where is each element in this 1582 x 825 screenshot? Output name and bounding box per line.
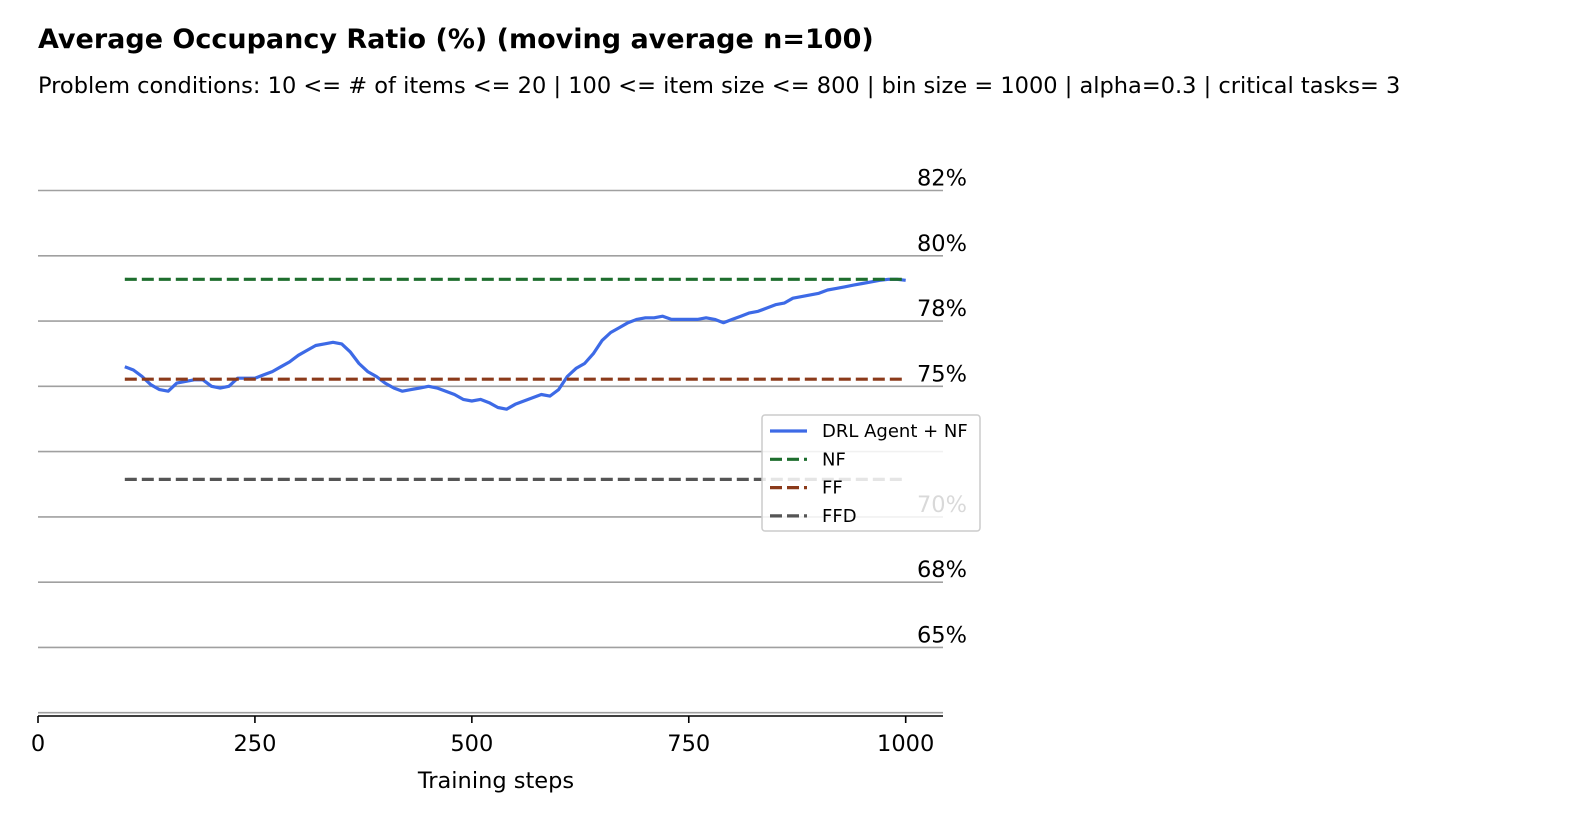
legend: DRL Agent + NF NF FF FFD bbox=[761, 414, 981, 532]
chart-title: Average Occupancy Ratio (%) (moving aver… bbox=[38, 24, 874, 55]
y-tick-label: 78% bbox=[917, 296, 967, 322]
x-tick-label: 1000 bbox=[877, 731, 934, 757]
legend-box bbox=[761, 414, 981, 532]
y-tick-label: 65% bbox=[917, 622, 967, 648]
legend-label: DRL Agent + NF bbox=[822, 421, 968, 442]
x-tick-label: 250 bbox=[233, 731, 276, 757]
y-tick-label: 75% bbox=[917, 361, 967, 387]
chart-subtitle: Problem conditions: 10 <= # of items <= … bbox=[38, 73, 1401, 99]
x-axis-label: Training steps bbox=[417, 768, 574, 794]
y-tick-label: 80% bbox=[917, 231, 967, 257]
y-tick-labels: 82%80%78%75%70%68%65% bbox=[917, 165, 967, 648]
x-tick-label: 500 bbox=[450, 731, 493, 757]
x-tick-label: 0 bbox=[31, 731, 45, 757]
legend-label: NF bbox=[822, 449, 846, 470]
y-tick-label: 82% bbox=[917, 165, 967, 191]
legend-label: FFD bbox=[822, 506, 857, 527]
y-tick-label: 68% bbox=[917, 557, 967, 583]
legend-label: FF bbox=[822, 478, 843, 499]
x-tick-label: 750 bbox=[667, 731, 710, 757]
x-axis: 0 250 500 750 1000 bbox=[31, 715, 943, 757]
series-line bbox=[124, 277, 906, 411]
